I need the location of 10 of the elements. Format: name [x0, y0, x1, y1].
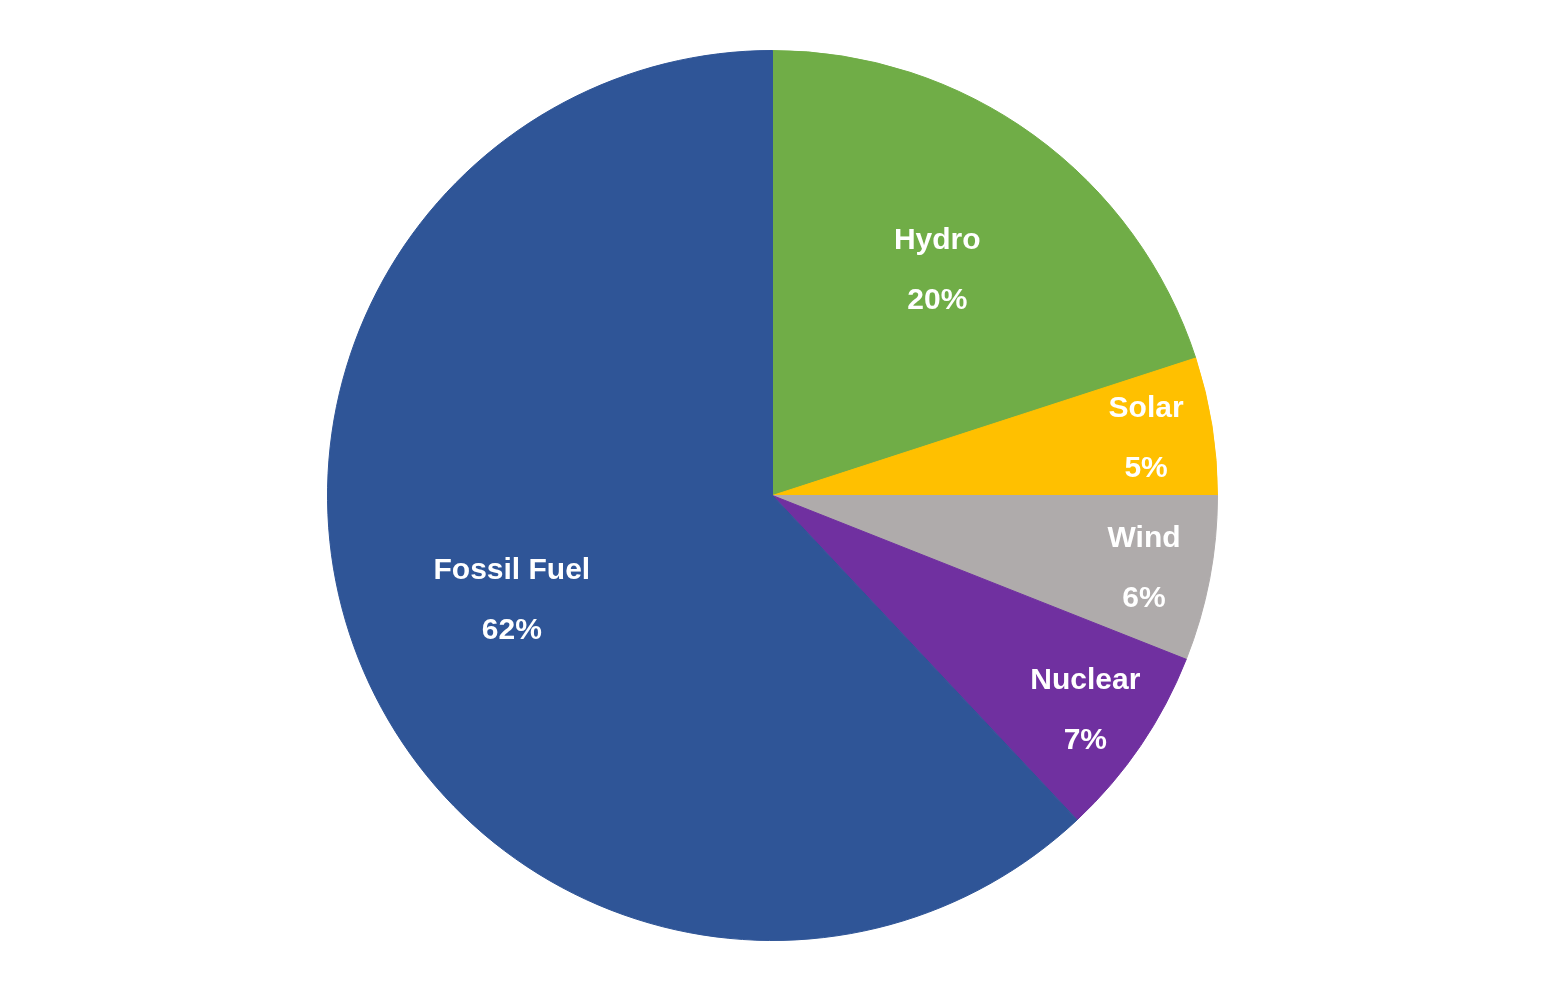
slice-label: Hydro	[893, 222, 981, 256]
slice-label: Solar	[1108, 389, 1184, 423]
data-label: 62%	[481, 612, 542, 646]
data-label: 7%	[1063, 721, 1108, 755]
data-label: 20%	[907, 282, 968, 316]
slice-label: Nuclear	[1030, 661, 1141, 695]
data-label: 6%	[1122, 579, 1166, 613]
slice-label: Wind	[1107, 519, 1181, 553]
slice-label: Fossil Fuel	[433, 552, 591, 586]
data-label: 5%	[1124, 449, 1168, 483]
